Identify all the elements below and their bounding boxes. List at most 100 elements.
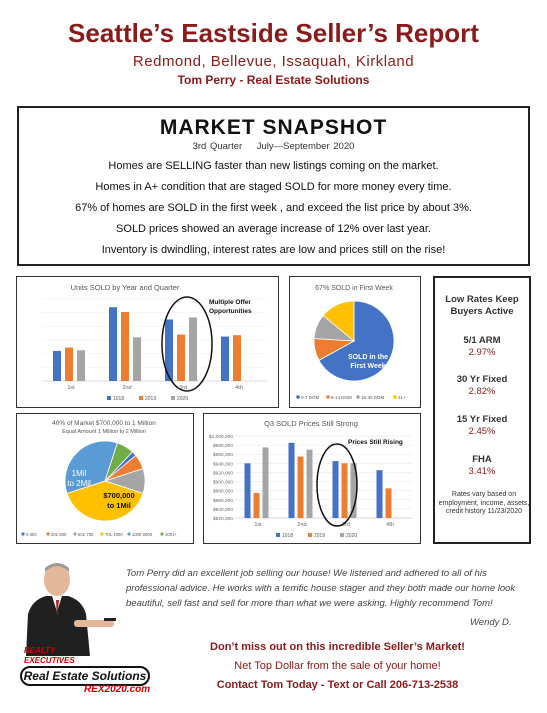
logo-executives: EXECUTIVES xyxy=(24,656,75,665)
legend-label: 0-300 xyxy=(26,532,37,537)
market-snapshot-box: MARKET SNAPSHOT 3rd Quarter July—Septemb… xyxy=(17,106,530,266)
legend-swatch xyxy=(160,532,164,536)
bar xyxy=(332,461,339,518)
q3-prices-chart-box: Q3 SOLD Prices Still Strong $820,000 $840,… xyxy=(203,413,421,544)
snapshot-line: Homes in A+ condition that are staged SO… xyxy=(95,181,452,193)
bar xyxy=(77,350,85,381)
snapshot-line: Inventory is dwindling, interest rates a… xyxy=(101,244,446,256)
snapshot-line: 67% of homes are SOLD in the first week … xyxy=(75,202,472,214)
rate-value: 2.97% xyxy=(468,347,496,358)
x-tick-label: 4th xyxy=(235,385,243,391)
legend-label: 1000-2000 xyxy=(132,532,153,537)
highlight-circle xyxy=(316,443,358,527)
snapshot-line: SOLD prices showed an average increase o… xyxy=(116,223,431,235)
logo-company-name: Real Estate Solutions xyxy=(20,666,150,686)
y-tick-label: $840,000 xyxy=(213,507,233,513)
legend-label: 1018 xyxy=(113,396,124,402)
legend-swatch xyxy=(296,395,300,399)
pie-slice xyxy=(104,442,133,482)
y-tick-label: $860,000 xyxy=(213,498,233,504)
agent-photo xyxy=(26,563,116,656)
chart-subtitle: Equal Amount 1 Million to 2 Million xyxy=(62,429,146,435)
snapshot-title: MARKET SNAPSHOT xyxy=(159,116,388,139)
x-tick-label: 2nd xyxy=(122,385,131,391)
report-byline: Tom Perry - Real Estate Solutions xyxy=(177,73,370,87)
bar xyxy=(385,488,392,518)
legend-swatch xyxy=(393,395,397,399)
bar xyxy=(253,492,260,518)
legend-swatch xyxy=(100,532,104,536)
snapshot-dates: July—September 2020 xyxy=(256,141,355,152)
legend-label: 31+ xyxy=(398,395,406,400)
bar xyxy=(53,350,61,381)
q3-prices-chart: Q3 SOLD Prices Still Strong $820,000 $840,… xyxy=(209,419,412,539)
legend-swatch xyxy=(276,533,280,537)
chart-annotation: Prices Still Rising xyxy=(348,439,403,446)
snapshot-line: Homes are SELLING faster than new listin… xyxy=(108,160,439,172)
bar xyxy=(65,347,73,381)
bar xyxy=(233,335,241,381)
bar xyxy=(165,319,173,381)
pie-slice xyxy=(64,440,118,494)
x-tick-label: 1st xyxy=(67,385,75,391)
y-tick-label: $820,000 xyxy=(213,516,233,522)
pie-annotation: to 1Mil xyxy=(107,501,131,510)
legend-swatch xyxy=(171,396,175,400)
legend-label: 501-700 xyxy=(78,532,94,537)
legend-swatch xyxy=(139,396,143,400)
x-tick-label: 4th xyxy=(386,522,394,528)
units-sold-chart: Units SOLD by Year and Quarter 1st 2nd 3rd 4… xyxy=(43,283,267,402)
bar xyxy=(288,442,295,518)
bar xyxy=(189,317,197,381)
report-subtitle: Redmond, Bellevue, Issaquah, Kirkland xyxy=(132,53,415,70)
bar xyxy=(262,447,269,518)
legend-label: 15-30 DOM xyxy=(361,395,385,400)
legend-label: 2019 xyxy=(314,533,325,539)
rate-value: 2.82% xyxy=(468,386,496,397)
rates-box: Low Rates Keep Buyers Active 5/1 ARM 2.9… xyxy=(433,276,531,544)
chart-title: Units SOLD by Year and Quarter xyxy=(71,283,180,292)
bar xyxy=(109,307,117,381)
y-tick-label: $980,000 xyxy=(213,443,233,449)
y-tick-label: $880,000 xyxy=(213,489,233,495)
market-price-pie-chart: 40% of Market $700,000 to 1 Million Equal… xyxy=(21,420,177,537)
rates-title: Low Rates Keep Buyers Active xyxy=(445,294,519,317)
legend-label: 2019 xyxy=(145,396,156,402)
bar xyxy=(177,334,185,381)
y-tick-label: $900,000 xyxy=(213,480,233,486)
bar xyxy=(350,463,357,518)
cta-line: Net Top Dollar from the sale of your hom… xyxy=(234,660,441,672)
logo-url: REX2020.com xyxy=(84,684,151,695)
pie-annotation: $700,000 xyxy=(103,491,134,500)
snapshot-quarter: 3rd Quarter xyxy=(192,141,243,152)
testimonial-author: Wendy D. xyxy=(470,617,512,628)
bar xyxy=(341,463,348,518)
first-week-chart-box: 67% SOLD in First Week SOLD in the First W… xyxy=(289,276,421,408)
pie-annotation: to 2Mil xyxy=(67,479,91,488)
bar xyxy=(297,456,304,518)
cta-contact: Contact Tom Today - Text or Call 206-713… xyxy=(216,679,459,691)
bar xyxy=(221,336,229,381)
x-tick-label: 1st xyxy=(254,522,262,528)
bar xyxy=(244,463,251,518)
legend-swatch xyxy=(308,533,312,537)
first-week-pie-chart: 67% SOLD in First Week SOLD in the First W… xyxy=(296,285,406,400)
y-tick-label: $920,000 xyxy=(213,470,233,476)
legend-label: 301-500 xyxy=(51,532,67,537)
snapshot-period: 3rd Quarter July—September 2020 xyxy=(19,141,528,152)
x-tick-label: 3rd xyxy=(179,385,187,391)
report-title: Seattle’s Eastside Seller’s Report xyxy=(68,18,479,48)
testimonial-text: Tom Perry did an excellent job selling o… xyxy=(126,568,516,609)
legend-swatch xyxy=(127,532,131,536)
legend-label: 0-7 DOM xyxy=(301,395,320,400)
cta-line: Don’t miss out on this incredible Seller… xyxy=(210,641,465,653)
legend-label: 2020 xyxy=(177,396,188,402)
legend-swatch xyxy=(340,533,344,537)
legend-swatch xyxy=(46,532,50,536)
rate-label: FHA xyxy=(472,454,492,465)
pie-slice xyxy=(66,480,144,522)
bar xyxy=(133,337,141,381)
bar xyxy=(121,311,129,381)
chart-title: 67% SOLD in First Week xyxy=(315,285,393,292)
legend-label: 8-14 DOM xyxy=(331,395,352,400)
